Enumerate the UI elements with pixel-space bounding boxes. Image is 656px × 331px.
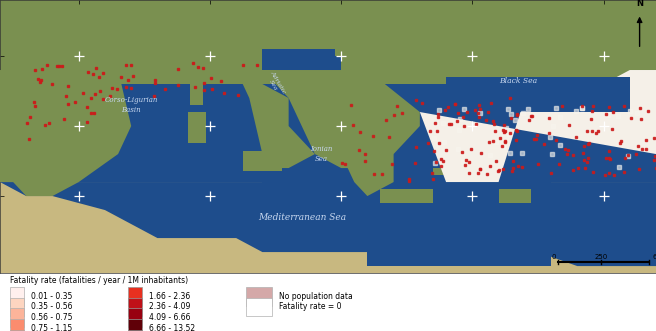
Bar [10,308,24,327]
Polygon shape [262,49,335,154]
Polygon shape [0,42,656,84]
Bar [10,287,24,306]
Polygon shape [188,112,206,143]
Polygon shape [367,112,446,210]
Polygon shape [380,189,433,203]
Text: Corso-Ligurian
Basin: Corso-Ligurian Basin [104,96,158,114]
Bar [246,298,272,316]
Text: 0.35 - 0.56: 0.35 - 0.56 [31,303,72,311]
Bar [10,298,24,316]
Text: 0.56 - 0.75: 0.56 - 0.75 [31,313,72,322]
Polygon shape [0,182,656,266]
Text: No population data: No population data [279,292,352,301]
Text: 2.36 - 4.09: 2.36 - 4.09 [149,303,190,311]
Bar [128,298,142,316]
Polygon shape [0,182,656,210]
Text: Adriatic
Sea: Adriatic Sea [264,71,287,98]
Text: 0: 0 [552,255,556,260]
Text: 600 km: 600 km [653,255,656,260]
Polygon shape [0,126,157,182]
Text: 0.01 - 0.35: 0.01 - 0.35 [31,292,72,301]
Text: 6.66 - 13.52: 6.66 - 13.52 [149,324,195,331]
Bar [10,319,24,331]
Text: 250: 250 [594,255,607,260]
Polygon shape [420,70,656,182]
Bar [128,308,142,327]
Polygon shape [262,154,367,210]
Polygon shape [105,77,210,126]
Text: Fatality rate (fatalities / year / 1M inhabitants): Fatality rate (fatalities / year / 1M in… [10,276,188,285]
Polygon shape [236,70,315,168]
Polygon shape [118,42,276,70]
Polygon shape [433,168,459,175]
Text: Ionian
Sea: Ionian Sea [310,145,333,163]
Text: Mediterranean Sea: Mediterranean Sea [258,213,346,221]
Polygon shape [79,126,289,182]
Text: 0.75 - 1.15: 0.75 - 1.15 [31,324,72,331]
Text: Fatality rate = 0: Fatality rate = 0 [279,303,341,311]
Polygon shape [446,84,617,105]
Polygon shape [0,70,131,196]
Bar [128,330,142,331]
Bar [10,330,24,331]
Polygon shape [210,112,289,182]
Polygon shape [0,0,656,42]
Bar [128,319,142,331]
Text: Black Sea: Black Sea [499,77,537,85]
Polygon shape [52,98,210,182]
Bar [128,287,142,306]
Polygon shape [243,151,282,171]
Text: 1.66 - 2.36: 1.66 - 2.36 [149,292,190,301]
Polygon shape [249,56,341,168]
Polygon shape [118,70,197,112]
Polygon shape [0,210,656,273]
Polygon shape [446,77,630,112]
Bar [246,287,272,306]
Polygon shape [190,81,203,105]
Polygon shape [262,70,420,168]
Text: 4.09 - 6.66: 4.09 - 6.66 [149,313,190,322]
Polygon shape [499,189,531,203]
Polygon shape [367,182,551,266]
Text: N: N [636,0,643,8]
Polygon shape [118,70,276,84]
Polygon shape [341,126,394,196]
